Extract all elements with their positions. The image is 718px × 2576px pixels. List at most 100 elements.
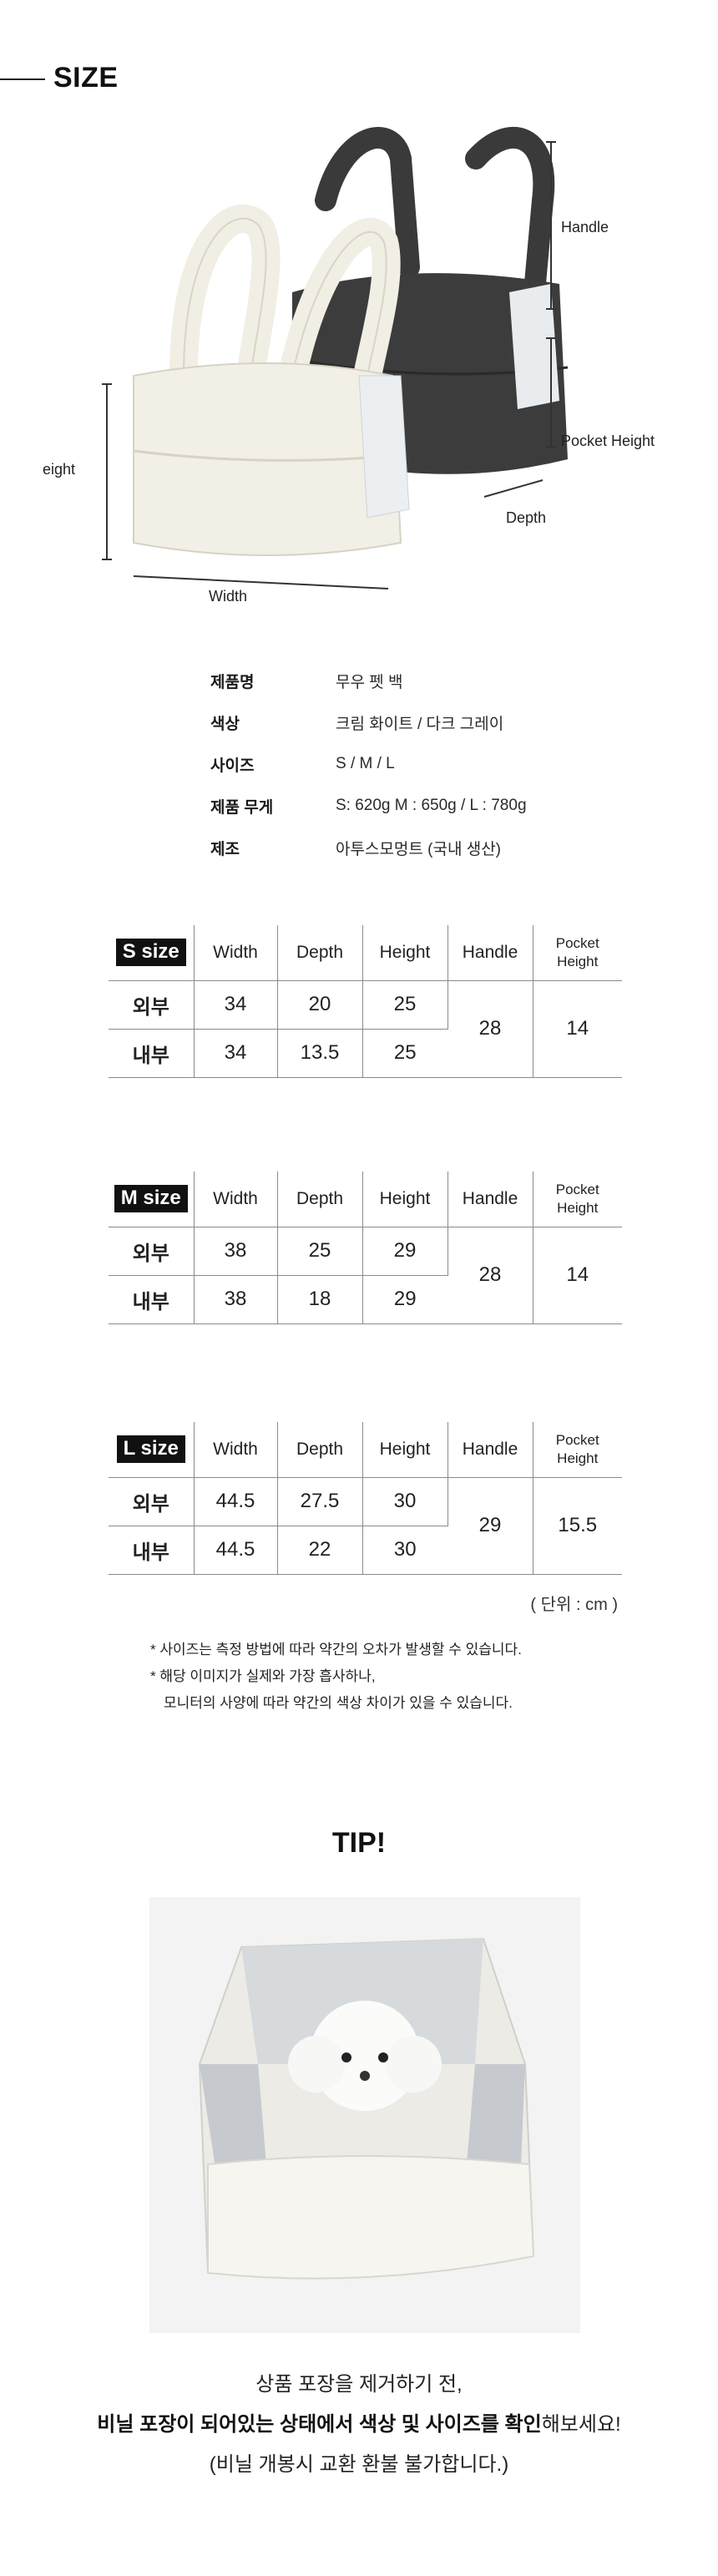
row-label-outer: 외부 (109, 1477, 195, 1526)
cell-inner-width: 34 (194, 1029, 278, 1078)
size-table-s: S size Width Depth Height Handle Pocket H… (109, 925, 622, 1078)
size-badge-cell: M size (109, 1172, 195, 1227)
header-pocket-line2: Height (557, 1450, 599, 1466)
header-pocket-line1: Pocket (555, 1181, 599, 1197)
info-value: S: 620g M : 650g / L : 780g (336, 797, 527, 814)
cell-pocket: 14 (533, 980, 622, 1078)
info-label: 제조 (210, 840, 240, 858)
header-handle: Handle (447, 1422, 533, 1478)
header-width: Width (194, 1172, 278, 1227)
header-pocket-height: Pocket Height (533, 1422, 622, 1478)
cell-inner-depth: 13.5 (277, 1029, 363, 1078)
size-badge: M size (114, 1185, 188, 1213)
tip-line-3: (비닐 개봉시 교환 환불 불가합니다.) (209, 2453, 509, 2476)
row-label-inner: 내부 (109, 1275, 195, 1324)
info-row-color: 색상 크림 화이트 / 다크 그레이 (210, 701, 628, 743)
tip-line-2-bold: 비닐 포장이 되어있는 상태에서 색상 및 사이즈를 확인 (97, 2413, 542, 2436)
info-value: 아투스모멍트 (국내 생산) (336, 840, 502, 858)
info-row-maker: 제조 아투스모멍트 (국내 생산) (210, 827, 628, 868)
cell-outer-width: 38 (194, 1227, 278, 1276)
tip-message: 상품 포장을 제거하기 전, 비닐 포장이 되어있는 상태에서 색상 및 사이즈… (0, 2365, 718, 2485)
cell-outer-depth: 27.5 (277, 1477, 363, 1526)
table-row-inner: 내부 38 18 29 (109, 1275, 622, 1324)
cell-pocket: 14 (533, 1227, 622, 1324)
product-dimension-illustration: Handle Pocket Height Depth Height Width (42, 125, 676, 618)
tip-line-2-rest: 해보세요! (541, 2413, 621, 2436)
size-badge: L size (116, 1435, 185, 1464)
info-label: 색상 (210, 715, 240, 733)
size-badge: S size (115, 939, 186, 967)
header-depth: Depth (277, 925, 363, 981)
table-row-outer: 외부 38 25 29 28 14 (109, 1227, 622, 1324)
info-label: 사이즈 (210, 757, 255, 775)
size-notes: * 사이즈는 측정 방법에 따라 약간의 오차가 발생할 수 있습니다. * 해… (150, 1637, 685, 1717)
cell-outer-height: 30 (362, 1477, 448, 1526)
table-row-inner: 내부 44.5 22 30 (109, 1526, 622, 1575)
header-handle: Handle (447, 925, 533, 981)
cell-inner-depth: 18 (277, 1275, 363, 1324)
info-label: 제품명 (210, 673, 255, 691)
cell-inner-height: 30 (362, 1526, 447, 1575)
size-header: SIZE (0, 62, 718, 95)
info-row-name: 제품명 무우 펫 백 (210, 660, 628, 701)
header-pocket-line2: Height (557, 953, 599, 969)
row-label-inner: 내부 (109, 1526, 195, 1575)
cell-handle: 29 (447, 1477, 533, 1575)
handle-dim-label: Handle (561, 219, 609, 235)
size-table-l: L size Width Depth Height Handle Pocket H… (109, 1422, 622, 1575)
header-pocket-line1: Pocket (555, 934, 599, 951)
header-height: Height (362, 1172, 448, 1227)
table-row-outer: 외부 44.5 27.5 30 29 15.5 (109, 1477, 622, 1575)
table-row-inner: 내부 34 13.5 25 (109, 1029, 622, 1078)
tip-line-2: 비닐 포장이 되어있는 상태에서 색상 및 사이즈를 확인해보세요! (0, 2405, 718, 2445)
size-table-m: M size Width Depth Height Handle Pocket H… (109, 1172, 622, 1324)
note-line: 모니터의 사양에 따라 약간의 색상 차이가 있을 수 있습니다. (164, 1695, 513, 1711)
size-badge-cell: S size (109, 925, 195, 981)
table-row-outer: 외부 34 20 25 28 14 (109, 980, 622, 1078)
header-pocket-line1: Pocket (555, 1431, 599, 1448)
product-info-list: 제품명 무우 펫 백 색상 크림 화이트 / 다크 그레이 사이즈 S / M … (210, 660, 628, 868)
info-row-size: 사이즈 S / M / L (210, 743, 628, 785)
cream-bag (133, 204, 410, 556)
pocket-height-dim-label: Pocket Height (561, 433, 655, 449)
size-badge-cell: L size (109, 1422, 195, 1478)
cell-handle: 28 (447, 980, 533, 1078)
cell-outer-depth: 20 (277, 980, 363, 1030)
row-label-outer: 외부 (109, 980, 195, 1030)
dog-in-bag-photo (149, 1897, 580, 2333)
info-row-weight: 제품 무게 S: 620g M : 650g / L : 780g (210, 785, 628, 827)
header-height: Height (362, 1422, 448, 1478)
header-depth: Depth (277, 1422, 363, 1478)
tip-line-1: 상품 포장을 제거하기 전, (255, 2373, 463, 2396)
row-label-outer: 외부 (109, 1227, 195, 1276)
cell-outer-height: 25 (362, 980, 448, 1030)
row-label-inner: 내부 (109, 1029, 195, 1078)
cell-handle: 28 (447, 1227, 533, 1324)
depth-dim-label: Depth (506, 509, 546, 526)
cell-inner-height: 25 (362, 1029, 447, 1078)
info-value: S / M / L (336, 755, 395, 772)
cell-inner-width: 38 (194, 1275, 278, 1324)
header-pocket-line2: Height (557, 1199, 599, 1216)
cell-inner-width: 44.5 (194, 1526, 278, 1575)
width-dim-label: Width (209, 588, 247, 605)
info-value: 크림 화이트 / 다크 그레이 (336, 715, 504, 733)
dimension-lines (102, 141, 556, 590)
cell-outer-height: 29 (362, 1227, 448, 1276)
header-width: Width (194, 1422, 278, 1478)
header-handle: Handle (447, 1172, 533, 1227)
header-width: Width (194, 925, 278, 981)
cell-inner-depth: 22 (277, 1526, 363, 1575)
info-value: 무우 펫 백 (336, 673, 403, 691)
cell-pocket: 15.5 (533, 1477, 622, 1575)
header-pocket-height: Pocket Height (533, 1172, 622, 1227)
tip-title: TIP! (331, 1827, 387, 1859)
note-line: * 해당 이미지가 실제와 가장 흡사하나, (150, 1668, 376, 1684)
section-title: SIZE (53, 62, 119, 94)
unit-label: ( 단위 : cm ) (530, 1596, 618, 1614)
note-line: * 사이즈는 측정 방법에 따라 약간의 오차가 발생할 수 있습니다. (150, 1642, 522, 1657)
bag-illustration: Handle Pocket Height Depth Height Width (42, 127, 655, 605)
dog-photo-illustration (149, 1897, 580, 2333)
cell-outer-depth: 25 (277, 1227, 363, 1276)
cell-inner-height: 29 (362, 1275, 447, 1324)
